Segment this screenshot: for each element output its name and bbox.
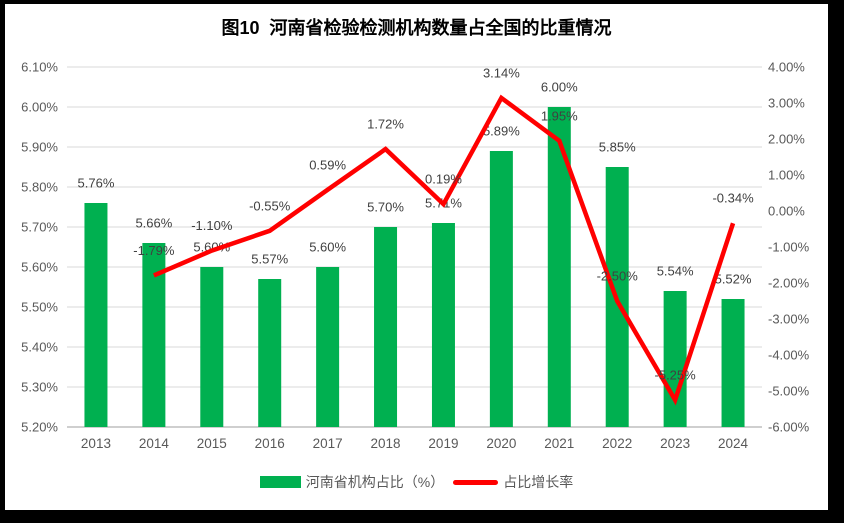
bar-2017 — [316, 267, 340, 427]
legend: 河南省机构占比（%） 占比增长率 — [5, 472, 828, 492]
line-data-label: -0.34% — [712, 191, 754, 206]
line-data-label: -2.50% — [597, 269, 639, 284]
line-data-label: 1.95% — [541, 108, 578, 123]
plot-svg: 5.20% 5.30% 5.40% 5.50% 5.60% 5.70% 5.80% 5.90%… — [21, 60, 810, 452]
y-axis-left-tick-label: 6.00% — [21, 100, 58, 115]
x-axis-tick-label: 2015 — [197, 436, 227, 451]
bar-2021 — [547, 107, 571, 427]
line-series-label: 占比增长率 — [503, 474, 574, 490]
y-axis-left-tick-label: 5.70% — [21, 220, 58, 235]
line-data-label: -1.10% — [191, 218, 233, 233]
y-axis-left-tick-label: 5.30% — [21, 380, 58, 395]
bar-2016 — [258, 279, 282, 427]
y-axis-right-tick-label: -3.00% — [768, 312, 810, 327]
bar-data-label: 5.70% — [367, 200, 404, 215]
line-data-label: 0.19% — [425, 172, 462, 187]
x-axis-tick-label: 2014 — [139, 436, 170, 451]
bar-data-label: 5.85% — [599, 140, 636, 155]
y-axis-right-tick-label: 0.00% — [768, 204, 805, 219]
line-data-label: 0.59% — [309, 157, 346, 172]
x-axis-tick-label: 2021 — [544, 436, 574, 451]
x-axis-tick-label: 2016 — [255, 436, 285, 451]
growth-line — [152, 94, 736, 406]
y-axis-left-tick-label: 6.10% — [21, 60, 58, 75]
bar-series-swatch — [259, 476, 301, 488]
x-axis-tick-label: 2018 — [371, 436, 401, 451]
y-axis-left-tick-label: 5.50% — [21, 300, 58, 315]
bar-2014 — [142, 243, 166, 427]
x-axis-tick-label: 2023 — [660, 436, 690, 451]
bar-2023 — [663, 291, 687, 427]
chart-area: 图10 河南省检验检测机构数量占全国的比重情况 5.20% 5.30% 5.40% 5… — [5, 4, 828, 510]
y-axis-right-tick-label: 3.00% — [768, 96, 805, 111]
x-axis-tick-label: 2024 — [718, 436, 749, 451]
bar-2018 — [374, 227, 398, 427]
bar-2024 — [721, 299, 745, 427]
bar-data-label: 6.00% — [541, 80, 578, 95]
x-axis-tick-label: 2022 — [602, 436, 632, 451]
bar-2013 — [84, 203, 108, 427]
y-axis-right-tick-label: 4.00% — [768, 60, 805, 75]
bar-data-label: 5.54% — [657, 264, 694, 279]
x-axis-tick-label: 2013 — [81, 436, 111, 451]
line-data-label: -0.55% — [249, 198, 291, 213]
bar-data-label: 5.76% — [78, 176, 115, 191]
bar-data-label: 5.52% — [715, 272, 752, 287]
y-axis-right-tick-label: 1.00% — [768, 168, 805, 183]
y-axis-left-tick-label: 5.90% — [21, 140, 58, 155]
line-data-label: 1.72% — [367, 117, 404, 132]
bar-data-label: 5.57% — [251, 252, 288, 267]
x-axis-tick-label: 2019 — [428, 436, 458, 451]
bar-data-label: 5.60% — [193, 240, 230, 255]
x-axis-tick-label: 2017 — [313, 436, 343, 451]
bar-2020 — [489, 151, 513, 427]
bar-data-label: 5.66% — [135, 216, 172, 231]
y-axis-right-tick-label: 2.00% — [768, 132, 805, 147]
y-axis-left-tick-label: 5.60% — [21, 260, 58, 275]
line-data-label: 3.14% — [483, 65, 520, 80]
y-axis-left-tick-label: 5.80% — [21, 180, 58, 195]
bar-data-label: 5.60% — [309, 240, 346, 255]
y-axis-right-tick-label: -5.00% — [768, 384, 810, 399]
bar-2015 — [200, 267, 224, 427]
line-data-label: -5.25% — [655, 368, 697, 383]
line-series-swatch — [453, 479, 499, 485]
y-axis-left-tick-label: 5.20% — [21, 420, 58, 435]
y-axis-right-tick-label: -1.00% — [768, 240, 810, 255]
y-axis-right-tick-label: -2.00% — [768, 276, 810, 291]
bar-2019 — [431, 223, 455, 427]
y-axis-left-tick-label: 5.40% — [21, 340, 58, 355]
legend-item-line-series: 占比增长率 — [453, 472, 573, 492]
y-axis-right-tick-label: -6.00% — [768, 420, 810, 435]
bar-series-label: 河南省机构占比（%） — [305, 474, 445, 490]
bar-data-label: 5.89% — [483, 124, 520, 139]
x-axis-tick-label: 2020 — [486, 436, 516, 451]
chart-title: 图10 河南省检验检测机构数量占全国的比重情况 — [221, 18, 612, 38]
legend-item-bar-series: 河南省机构占比（%） — [259, 472, 445, 492]
line-data-label: -1.79% — [133, 243, 175, 258]
y-axis-right-tick-label: -4.00% — [768, 348, 810, 363]
